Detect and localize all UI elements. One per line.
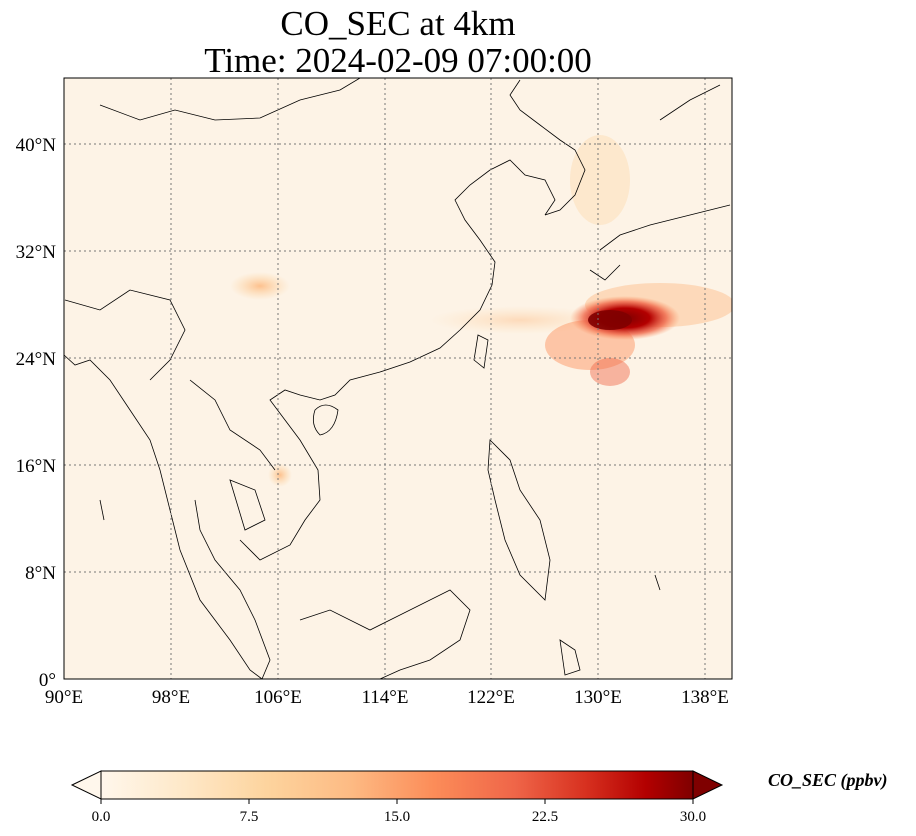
plume-laos [268, 463, 292, 487]
colorbar-min-arrow [70, 770, 102, 800]
colorbar-tick-label: 15.0 [384, 809, 410, 825]
colorbar-label: CO_SEC (ppbv) [768, 770, 888, 790]
colorbar: 0.0 7.5 15.0 22.5 30.0 [70, 770, 724, 825]
x-axis-ticks: 90°E 98°E 106°E 114°E 122°E 130°E 138°E [45, 687, 729, 708]
plume-korea [570, 135, 630, 225]
x-tick-label: 90°E [45, 687, 83, 708]
colorbar-tick-label: 0.0 [92, 809, 111, 825]
colorbar-tick-label: 22.5 [532, 809, 558, 825]
y-tick-label: 32°N [16, 242, 57, 263]
colorbar-gradient [100, 770, 694, 800]
y-tick-label: 8°N [25, 563, 56, 584]
y-tick-label: 40°N [16, 135, 57, 156]
y-tick-label: 0° [39, 670, 56, 691]
plume-band [430, 306, 610, 334]
y-tick-label: 24°N [16, 349, 57, 370]
x-tick-label: 130°E [574, 687, 622, 708]
plume-west [230, 272, 290, 300]
x-tick-label: 106°E [254, 687, 302, 708]
y-axis-ticks: 0° 8°N 16°N 24°N 32°N 40°N [16, 135, 57, 691]
map-frame [63, 77, 733, 680]
coastlines [64, 78, 731, 679]
plume-tail [590, 358, 630, 386]
colorbar-tick-label: 7.5 [240, 809, 259, 825]
x-tick-label: 98°E [152, 687, 190, 708]
gridlines [64, 78, 732, 679]
concentration-field [64, 78, 732, 679]
plume-peak [588, 310, 632, 330]
colorbar-max-arrow [692, 770, 724, 800]
x-tick-label: 138°E [681, 687, 729, 708]
map-background [64, 78, 732, 679]
x-tick-label: 122°E [467, 687, 515, 708]
map-subtitle-time: Time: 2024-02-09 07:00:00 [204, 41, 592, 80]
y-tick-label: 16°N [16, 456, 57, 477]
map-title: CO_SEC at 4km [280, 4, 516, 43]
x-tick-label: 114°E [362, 687, 409, 708]
colorbar-tick-label: 30.0 [680, 809, 706, 825]
